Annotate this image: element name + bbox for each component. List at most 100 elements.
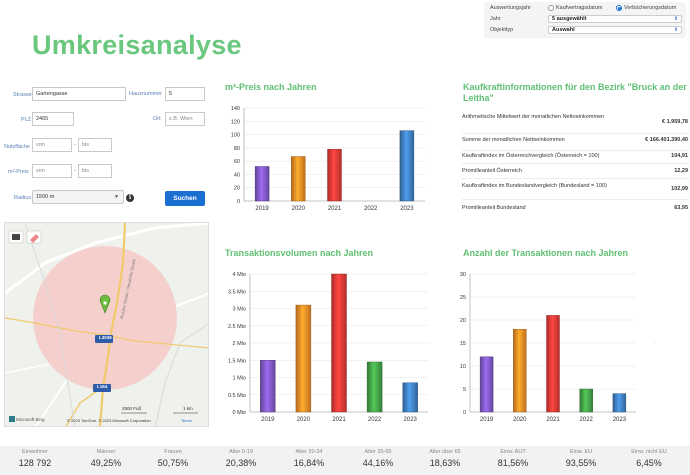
kaufkraft-row: Promilleanteil Bundesland 63,95: [462, 205, 688, 215]
count-chart: 0 5 10 15 20 25 30 2019 2020 2021 2022 2023: [460, 272, 636, 423]
stat-value: 93,55%: [565, 458, 597, 468]
hausnummer-label: Hausnummer: [129, 91, 163, 97]
map-canvas[interactable]: [5, 223, 209, 427]
hausnummer-input[interactable]: 5: [165, 87, 205, 101]
kaufkraft-label: Promilleanteil Bundesland: [462, 205, 526, 211]
range-dash: -: [74, 168, 76, 174]
stat-value: 20,38%: [225, 458, 257, 468]
chevron-down-icon: ▼: [114, 194, 119, 200]
bar-2021: [331, 273, 347, 413]
stat-value: 6,45%: [636, 458, 662, 468]
nutzflaeche-bis-input[interactable]: bis: [78, 138, 112, 152]
y-tick-label: 5: [463, 387, 466, 393]
stat-label: Frauen: [164, 449, 182, 455]
map-terms-link[interactable]: Terms: [181, 418, 192, 423]
settings-panel: Auswertungsjahr Kaufvertragsdatum Verbüc…: [484, 2, 686, 38]
y-tick-label: 0: [463, 410, 466, 416]
m2preis-von-input[interactable]: von: [32, 164, 72, 178]
y-tick-label: 20: [234, 186, 240, 192]
plz-input[interactable]: 2465: [32, 112, 74, 126]
map[interactable]: L3036 L164 Brucker Straße / Neudorfer St…: [4, 222, 209, 427]
nutzflaeche-label: Nutzfläche: [4, 144, 30, 150]
search-button[interactable]: Suchen: [165, 191, 205, 206]
plz-label: PLZ: [21, 117, 32, 123]
kaufkraft-row: Kaufkraftindex im Österreichvergleich (Ö…: [462, 153, 688, 164]
nutzflaeche-von-input[interactable]: von: [32, 138, 72, 152]
strasse-input[interactable]: Gartengasse: [32, 87, 126, 101]
y-tick-label: 0.5 Mio: [228, 393, 246, 399]
bar-2023: [402, 382, 418, 413]
stat-value: 128 792: [18, 458, 52, 468]
y-tick-label: 3 Mio: [233, 307, 246, 313]
kaufkraft-value: 102,99: [671, 186, 688, 192]
stat-value: 81,56%: [497, 458, 529, 468]
x-tick-label: 2022: [580, 417, 594, 423]
x-tick-label: 2019: [261, 417, 275, 423]
kaufkraft-title: Kaufkraftinformationen für den Bezirk "B…: [463, 82, 687, 103]
y-tick-label: 2 Mio: [233, 341, 246, 347]
bing-logo: Microsoft Bing: [16, 417, 45, 422]
kaufkraft-row: Arithmetische Mittelwert der monatlichen…: [462, 114, 688, 134]
stat-label: Einwohner: [22, 449, 48, 455]
objekttyp-select[interactable]: Auswahl ⇕: [548, 26, 682, 34]
stat-einwohner: Einwohner 128 792: [4, 449, 66, 468]
kaufkraft-value: 63,95: [674, 205, 688, 211]
stat-einw-eu: Einw. EU 93,55%: [550, 449, 612, 468]
bar-2020: [513, 328, 527, 413]
info-icon[interactable]: i: [126, 194, 134, 202]
x-tick-label: 2020: [292, 206, 306, 212]
road-label-l164: L164: [97, 384, 108, 389]
m2preis-label: m²-Preis: [8, 169, 29, 175]
y-tick-label: 1.5 Mio: [228, 358, 246, 364]
bar-2022: [579, 388, 593, 413]
objekttyp-select-value: Auswahl: [552, 27, 575, 33]
radius-select[interactable]: 1500 m ▼: [32, 190, 124, 204]
radio-contract-date[interactable]: [548, 5, 554, 11]
y-tick-label: 40: [234, 172, 240, 178]
stat-alter-20-34: Alter 20-34 16,84%: [278, 449, 340, 468]
bar-2020: [295, 304, 312, 413]
year-select[interactable]: 5 ausgewählt ⇕: [548, 15, 682, 23]
y-tick-label: 0: [237, 199, 240, 205]
objekttyp-label: Objekttyp: [490, 27, 514, 33]
kaufkraft-row: Kaufkraftindex im Bundeslandvergleich (B…: [462, 183, 688, 200]
kaufkraft-label: Summe der monatlichen Nettoeinkommen: [462, 137, 565, 143]
x-tick-label: 2020: [297, 417, 311, 423]
m2preis-bis-input[interactable]: bis: [78, 164, 112, 178]
map-copyright: © 2023 TomTom, © 2023 Microsoft Corporat…: [67, 418, 151, 423]
radius-circle: [33, 246, 177, 390]
stat-value: 18,63%: [429, 458, 461, 468]
x-tick-label: 2021: [332, 417, 346, 423]
chart-separator: ·: [428, 340, 430, 346]
m2-price-chart: 0 20 40 60 80 100 120 140 2019 2020 2021 2022 2023: [231, 106, 425, 212]
scale-km: 1 km: [183, 406, 193, 411]
stat-value: 49,25%: [90, 458, 122, 468]
x-tick-label: 2021: [546, 417, 560, 423]
year-select-value: 5 ausgewählt: [552, 16, 587, 22]
bar-2019: [260, 360, 276, 413]
ort-input[interactable]: z.B. Wien: [165, 112, 205, 126]
kaufkraft-value: € 1.959,78: [662, 119, 688, 125]
stat-label: Alter über 65: [429, 449, 461, 455]
scale-feet: 2500 Fuß: [122, 406, 142, 411]
x-tick-label: 2019: [480, 417, 494, 423]
y-tick-label: 20: [460, 318, 466, 324]
y-tick-label: 15: [460, 341, 466, 347]
x-tick-label: 2023: [400, 206, 414, 212]
y-tick-label: 80: [234, 146, 240, 152]
ort-label: Ort: [153, 116, 161, 122]
y-tick-label: 10: [460, 364, 466, 370]
stat-label: Einw. nicht EU: [631, 449, 667, 455]
demographics-bar: Einwohner 128 792 Männer 49,25% Frauen 50,7…: [0, 446, 690, 475]
stat-label: Alter 35-65: [364, 449, 392, 455]
radio-entry-date[interactable]: [616, 5, 622, 11]
radio-entry-label: Verbücherungsdatum: [624, 5, 677, 11]
radius-select-value: 1500 m: [36, 194, 55, 200]
kaufkraft-row: Promilleanteil Österreich 12,29: [462, 168, 688, 179]
range-dash: -: [74, 142, 76, 148]
bar-2019: [479, 356, 494, 413]
y-tick-label: 1 Mio: [233, 376, 246, 382]
bar-2021: [546, 315, 560, 413]
kaufkraft-value: € 166.401.390,40: [645, 137, 688, 143]
stat-value: 16,84%: [293, 458, 325, 468]
